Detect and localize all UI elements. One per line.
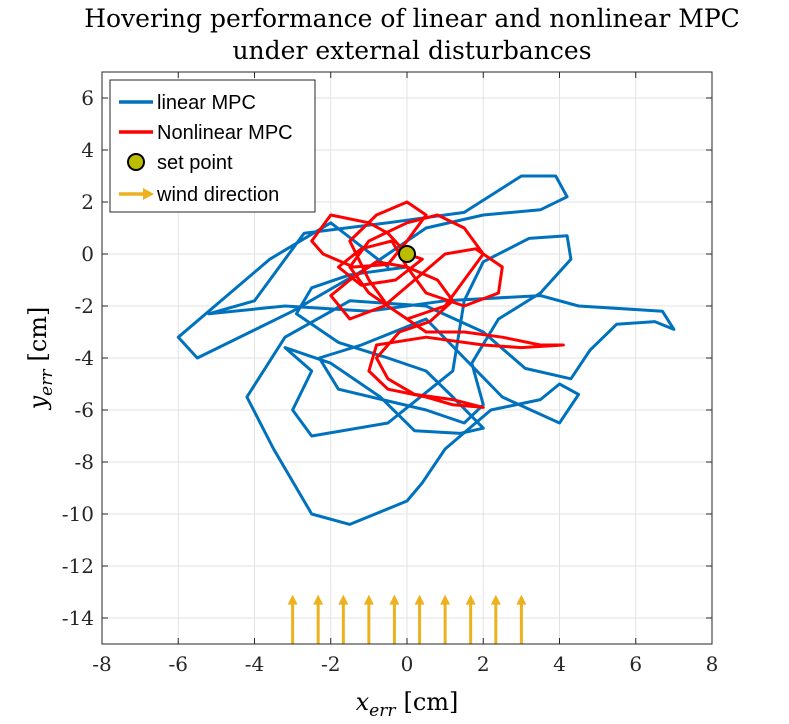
y-tick-label: 6 bbox=[81, 86, 94, 110]
x-axis-label-unit: [cm] bbox=[403, 688, 458, 716]
y-tick-label: -14 bbox=[62, 606, 94, 630]
y-tick-label: 2 bbox=[81, 190, 94, 214]
x-axis-label-var: x bbox=[356, 688, 370, 716]
y-axis-label-unit: [cm] bbox=[24, 307, 52, 362]
wind-arrows bbox=[287, 594, 527, 644]
wind-arrow bbox=[440, 594, 451, 644]
y-tick-label: -2 bbox=[75, 294, 94, 318]
x-tick-label: 4 bbox=[553, 652, 566, 676]
legend-set-point-label: set point bbox=[157, 152, 233, 174]
y-axis-label-sub: err bbox=[37, 369, 57, 396]
y-tick-label: -10 bbox=[62, 502, 94, 526]
y-axis-label: yerr [cm] bbox=[24, 307, 57, 411]
x-axis-label-sub: err bbox=[369, 701, 396, 721]
legend-linear-mpc-label: linear MPC bbox=[157, 92, 256, 114]
y-tick-label: -4 bbox=[75, 346, 94, 370]
legend-nonlinear-mpc-label: Nonlinear MPC bbox=[157, 122, 293, 144]
wind-arrow bbox=[287, 594, 298, 644]
y-axis-label-var: y bbox=[24, 395, 52, 410]
legend-wind-direction-label: wind direction bbox=[156, 184, 279, 206]
wind-arrow bbox=[414, 594, 425, 644]
x-tick-label: 6 bbox=[629, 652, 642, 676]
set-point-marker bbox=[398, 245, 416, 263]
x-tick-label: -8 bbox=[92, 652, 111, 676]
legend-set-point-marker bbox=[127, 153, 145, 171]
wind-arrow bbox=[389, 594, 400, 644]
x-tick-label: 2 bbox=[477, 652, 490, 676]
wind-arrow bbox=[465, 594, 476, 644]
series-line-nonlinear-mpc bbox=[310, 200, 565, 409]
x-tick-label: -4 bbox=[245, 652, 264, 676]
x-tick-label: -6 bbox=[169, 652, 188, 676]
legend-wind-direction-arrow bbox=[119, 188, 154, 200]
wind-arrow bbox=[516, 594, 527, 644]
y-tick-label: -8 bbox=[75, 450, 94, 474]
y-tick-label: -6 bbox=[75, 398, 94, 422]
y-tick-label: -12 bbox=[62, 554, 94, 578]
x-tick-label: -2 bbox=[321, 652, 340, 676]
x-axis-label: xerr [cm] bbox=[356, 688, 459, 721]
wind-arrow bbox=[363, 594, 374, 644]
wind-arrow bbox=[338, 594, 349, 644]
x-tick-label: 0 bbox=[401, 652, 414, 676]
data-series bbox=[176, 174, 676, 526]
axis-ticks: -8 -6 -4 -2 0 2 4 6 8 6 4 2 0 -2 -4 -6 -8 -10 -12 -14 bbox=[62, 72, 719, 676]
y-tick-label: 0 bbox=[81, 242, 94, 266]
wind-arrow bbox=[313, 594, 324, 644]
wind-arrow bbox=[490, 594, 501, 644]
chart-title-line-1: Hovering performance of linear and nonli… bbox=[84, 4, 740, 33]
x-tick-label: 8 bbox=[706, 652, 719, 676]
legend: linear MPC Nonlinear MPC set point wind … bbox=[109, 79, 316, 213]
chart-title-line-2: under external disturbances bbox=[232, 36, 591, 65]
y-tick-label: 4 bbox=[81, 138, 94, 162]
